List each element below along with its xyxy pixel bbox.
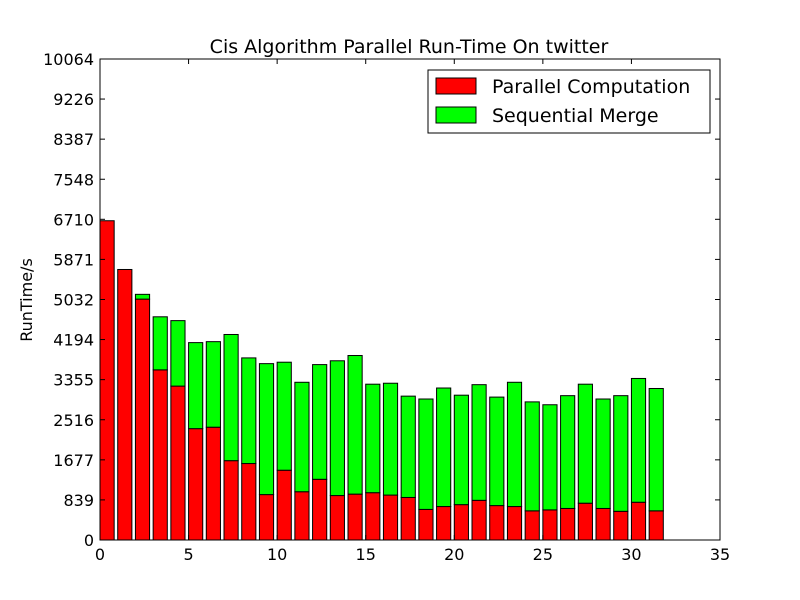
y-tick-label-4: 3355 (53, 371, 94, 390)
bar-sequential-29 (613, 395, 629, 512)
bar-parallel-7 (223, 460, 239, 541)
bar-parallel-14 (347, 493, 363, 541)
bar-sequential-21 (471, 384, 487, 501)
bar-sequential-12 (312, 364, 328, 480)
legend: Parallel Computation Sequential Merge (427, 69, 711, 134)
bar-parallel-10 (276, 469, 292, 541)
y-tick-label-1: 839 (63, 491, 94, 510)
bar-sequential-4 (170, 320, 186, 387)
y-tick-label-2: 1677 (53, 451, 94, 470)
bar-parallel-27 (577, 502, 593, 541)
bar-sequential-16 (382, 382, 399, 496)
bar-parallel-17 (400, 496, 416, 541)
bar-parallel-26 (560, 507, 576, 541)
bar-parallel-16 (382, 494, 399, 541)
bar-sequential-30 (630, 377, 647, 503)
bar-parallel-8 (241, 463, 257, 541)
bar-parallel-24 (524, 510, 540, 541)
bar-sequential-5 (188, 342, 204, 430)
bar-parallel-29 (613, 510, 629, 541)
bar-sequential-25 (542, 404, 558, 511)
bar-sequential-9 (258, 363, 275, 496)
x-tick-label-6: 30 (621, 545, 641, 564)
bar-sequential-8 (241, 357, 257, 465)
axes-group: 0 5 10 15 20 25 30 35 0 839 1677 2516 3355 4194 5032 58… (43, 50, 730, 564)
bar-parallel-20 (453, 504, 469, 541)
bar-parallel-13 (329, 495, 345, 541)
y-tick-label-11: 9226 (53, 90, 94, 109)
chart-title: Cis Algorithm Parallel Run-Time On twitt… (210, 36, 609, 58)
bar-parallel-1 (117, 268, 133, 541)
x-tick-label-0: 0 (95, 545, 105, 564)
legend-label-1: Sequential Merge (492, 105, 659, 127)
legend-swatch-0 (435, 77, 477, 95)
bar-parallel-11 (294, 491, 310, 541)
x-tick-label-4: 20 (444, 545, 464, 564)
y-tick-label-5: 4194 (53, 331, 94, 350)
bar-parallel-28 (595, 507, 611, 541)
bar-sequential-13 (329, 360, 345, 497)
bar-parallel-15 (365, 492, 381, 541)
bar-sequential-15 (365, 383, 381, 494)
bar-sequential-19 (436, 387, 452, 508)
bar-parallel-6 (205, 426, 221, 541)
y-tick-label-3: 2516 (53, 411, 94, 430)
bar-sequential-3 (152, 316, 168, 371)
bar-sequential-22 (489, 396, 505, 507)
bar-parallel-31 (648, 510, 664, 541)
bar-sequential-31 (648, 387, 664, 512)
x-tick-label-2: 10 (267, 545, 287, 564)
y-axis-label: RunTime/s (17, 258, 36, 342)
bar-sequential-10 (276, 361, 292, 471)
y-tick-label-7: 5871 (53, 250, 94, 269)
bar-parallel-9 (258, 494, 275, 541)
bar-parallel-2 (134, 298, 151, 541)
bar-sequential-20 (453, 394, 469, 506)
y-tick-label-0: 0 (84, 531, 94, 550)
bar-parallel-30 (630, 501, 647, 541)
legend-label-0: Parallel Computation (492, 76, 690, 98)
x-tick-label-7: 35 (710, 545, 730, 564)
bar-parallel-22 (489, 505, 505, 541)
bar-sequential-7 (223, 333, 239, 462)
bar-parallel-12 (312, 478, 328, 541)
y-tick-label-12: 10064 (43, 50, 94, 69)
bar-sequential-28 (595, 398, 611, 509)
y-tick-label-9: 7548 (53, 170, 94, 189)
y-tick-label-6: 5032 (53, 291, 94, 310)
bar-parallel-19 (436, 506, 452, 541)
bar-parallel-21 (471, 499, 487, 541)
bar-sequential-23 (506, 381, 523, 508)
bar-sequential-17 (400, 395, 416, 498)
bar-sequential-26 (560, 395, 576, 509)
bar-sequential-11 (294, 381, 310, 493)
y-tick-label-10: 8387 (53, 130, 94, 149)
legend-swatch-1 (435, 106, 477, 124)
bar-parallel-0 (99, 220, 115, 541)
x-tick-label-3: 15 (356, 545, 376, 564)
bar-sequential-2 (134, 293, 151, 300)
bar-sequential-18 (418, 398, 434, 510)
bar-parallel-3 (152, 369, 168, 541)
bar-parallel-4 (170, 385, 186, 541)
bar-sequential-14 (347, 355, 363, 495)
bar-parallel-23 (506, 506, 523, 541)
bar-sequential-6 (205, 341, 221, 428)
x-tick-label-1: 5 (183, 545, 193, 564)
bar-sequential-24 (524, 401, 540, 512)
bar-parallel-5 (188, 428, 204, 541)
y-tick-label-8: 6710 (53, 210, 94, 229)
bar-parallel-18 (418, 508, 434, 541)
bar-sequential-27 (577, 383, 593, 504)
bar-parallel-25 (542, 509, 558, 541)
x-tick-label-5: 25 (533, 545, 553, 564)
bars-group (99, 220, 664, 541)
